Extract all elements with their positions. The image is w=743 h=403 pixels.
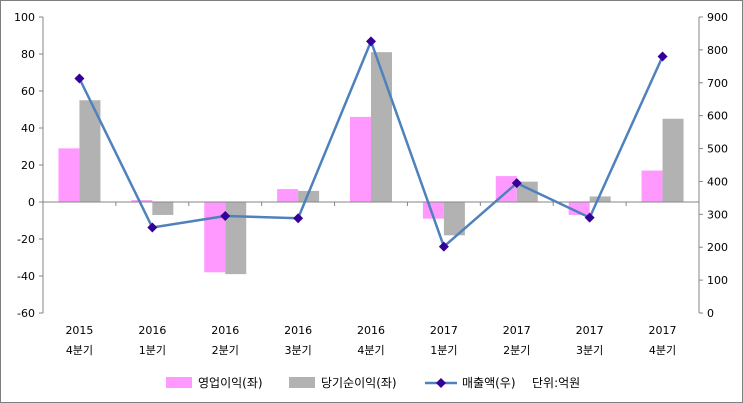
left-tick-label: 80 <box>21 48 35 61</box>
sales-marker <box>438 241 449 252</box>
legend: 영업이익(좌) 당기순이익(좌) 매출액(우) 단위:억원 <box>166 376 580 390</box>
bar <box>58 148 80 202</box>
left-axis: -60 -40 -20 0 20 40 60 80 100 <box>14 11 43 320</box>
left-tick-label: 0 <box>28 196 35 209</box>
category-year-label: 2017 <box>576 324 604 337</box>
category-year-label: 2015 <box>65 324 93 337</box>
legend-swatch-operating-profit <box>166 377 192 388</box>
bar <box>662 118 684 202</box>
category-quarter-label: 1분기 <box>139 344 166 357</box>
bar <box>371 52 392 203</box>
sales-marker <box>74 73 85 84</box>
right-tick-label: 800 <box>707 44 728 57</box>
legend-marker-sales <box>436 378 446 388</box>
bar <box>350 116 371 202</box>
right-tick-label: 500 <box>707 143 728 156</box>
legend-label-sales: 매출액(우) <box>462 376 516 390</box>
category-quarter-label: 3분기 <box>284 344 311 357</box>
legend-swatch-net-income <box>289 377 315 388</box>
left-tick-label: 100 <box>14 11 35 24</box>
sales-marker <box>293 213 304 224</box>
left-tick-label: 40 <box>21 122 35 135</box>
left-tick-label: -40 <box>17 270 35 283</box>
bar <box>589 196 611 202</box>
bar <box>641 170 663 202</box>
bar <box>298 190 320 202</box>
right-tick-label: 200 <box>707 241 728 254</box>
left-tick-label: -60 <box>17 307 35 320</box>
unit-note: 단위:억원 <box>532 376 580 390</box>
category-quarter-label: 2분기 <box>503 344 530 357</box>
right-tick-label: 900 <box>707 11 728 24</box>
right-tick-label: 600 <box>707 110 728 123</box>
category-year-label: 2016 <box>138 324 166 337</box>
category-quarter-label: 1분기 <box>430 344 457 357</box>
sales-marker <box>220 210 231 221</box>
sales-marker <box>511 178 522 189</box>
right-tick-label: 0 <box>707 307 714 320</box>
category-axis: 2015 4분기 2016 1분기 2016 2분기 2016 3분기 2016 4분기 2017 1… <box>42 201 700 357</box>
sales-marker <box>366 36 376 47</box>
left-tick-label: -20 <box>17 233 35 246</box>
bars <box>43 52 699 275</box>
bar <box>131 200 153 202</box>
category-year-label: 2017 <box>503 324 531 337</box>
right-axis: 0 100 200 300 400 500 600 700 800 900 <box>699 11 728 320</box>
category-quarter-label: 4분기 <box>357 344 384 357</box>
sales-marker <box>147 222 158 233</box>
left-tick-label: 60 <box>21 85 35 98</box>
bar <box>152 202 174 215</box>
category-quarter-label: 4분기 <box>66 344 93 357</box>
right-tick-label: 300 <box>707 208 728 221</box>
bar <box>422 202 444 219</box>
bar <box>79 100 101 202</box>
category-quarter-label: 4분기 <box>649 344 676 357</box>
category-year-label: 2017 <box>649 324 677 337</box>
left-tick-label: 20 <box>21 159 35 172</box>
legend-label-net-income: 당기순이익(좌) <box>321 376 397 390</box>
bar <box>204 202 226 273</box>
category-year-label: 2017 <box>430 324 458 337</box>
bar <box>277 189 299 202</box>
right-tick-label: 100 <box>707 274 728 287</box>
line-series <box>74 36 668 252</box>
category-year-label: 2016 <box>357 324 385 337</box>
sales-marker <box>657 51 668 62</box>
category-quarter-label: 3분기 <box>576 344 603 357</box>
sales-marker <box>584 212 595 223</box>
category-quarter-label: 2분기 <box>212 344 239 357</box>
right-tick-label: 400 <box>707 175 728 188</box>
bar <box>225 202 247 275</box>
category-year-label: 2016 <box>284 324 312 337</box>
category-year-label: 2016 <box>211 324 239 337</box>
legend-label-operating-profit: 영업이익(좌) <box>198 376 263 390</box>
right-tick-label: 700 <box>707 77 728 90</box>
bar <box>443 202 465 236</box>
bar <box>568 202 590 215</box>
